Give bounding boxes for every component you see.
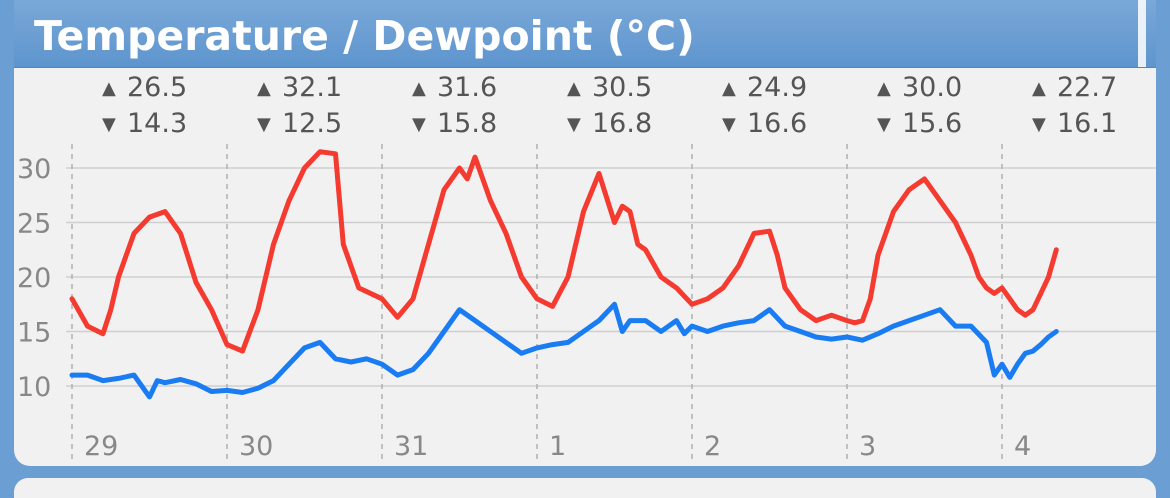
max-arrow-icon: ▲ bbox=[1032, 78, 1046, 99]
day-label: 4 bbox=[1014, 431, 1031, 462]
max-arrow-icon: ▲ bbox=[412, 78, 426, 99]
y-tick-label: 10 bbox=[17, 372, 51, 403]
daily-max: 30.0 bbox=[902, 72, 962, 103]
day-label: 31 bbox=[394, 431, 428, 462]
chart-header: Temperature / Dewpoint (°C) bbox=[14, 0, 1156, 68]
daily-min: 15.6 bbox=[902, 108, 962, 139]
day-label: 3 bbox=[859, 431, 876, 462]
max-arrow-icon: ▲ bbox=[567, 78, 581, 99]
daily-min: 12.5 bbox=[282, 108, 342, 139]
daily-max: 30.5 bbox=[592, 72, 652, 103]
daily-min: 16.8 bbox=[592, 108, 652, 139]
day-label: 1 bbox=[549, 431, 566, 462]
temperature-line bbox=[69, 149, 1059, 354]
y-tick-label: 20 bbox=[17, 263, 51, 294]
daily-min: 16.1 bbox=[1057, 108, 1117, 139]
min-arrow-icon: ▼ bbox=[102, 114, 116, 135]
y-tick-label: 30 bbox=[17, 154, 51, 185]
min-arrow-icon: ▼ bbox=[877, 114, 891, 135]
max-arrow-icon: ▲ bbox=[877, 78, 891, 99]
day-label: 30 bbox=[239, 431, 273, 462]
min-arrow-icon: ▼ bbox=[1032, 114, 1046, 135]
dewpoint-line bbox=[69, 301, 1059, 400]
min-arrow-icon: ▼ bbox=[412, 114, 426, 135]
min-arrow-icon: ▼ bbox=[257, 114, 271, 135]
max-arrow-icon: ▲ bbox=[257, 78, 271, 99]
next-card-edge bbox=[14, 478, 1156, 498]
min-arrow-icon: ▼ bbox=[567, 114, 581, 135]
min-arrow-icon: ▼ bbox=[722, 114, 736, 135]
y-tick-label: 15 bbox=[17, 318, 51, 349]
y-tick-label: 25 bbox=[17, 209, 51, 240]
chart-card: Temperature / Dewpoint (°C) 10 15 20 25 30 29… bbox=[14, 0, 1156, 466]
daily-max: 32.1 bbox=[282, 72, 342, 103]
daily-min: 14.3 bbox=[127, 108, 187, 139]
max-arrow-icon: ▲ bbox=[722, 78, 736, 99]
daily-max: 26.5 bbox=[127, 72, 187, 103]
daily-max: 31.6 bbox=[437, 72, 497, 103]
daily-max: 24.9 bbox=[747, 72, 807, 103]
daily-max: 22.7 bbox=[1057, 72, 1117, 103]
daily-min: 16.6 bbox=[747, 108, 807, 139]
daily-min: 15.8 bbox=[437, 108, 497, 139]
day-label: 2 bbox=[704, 431, 721, 462]
day-label: 29 bbox=[84, 431, 118, 462]
chart-title: Temperature / Dewpoint (°C) bbox=[34, 12, 695, 60]
max-arrow-icon: ▲ bbox=[102, 78, 116, 99]
header-edge bbox=[1138, 0, 1146, 67]
